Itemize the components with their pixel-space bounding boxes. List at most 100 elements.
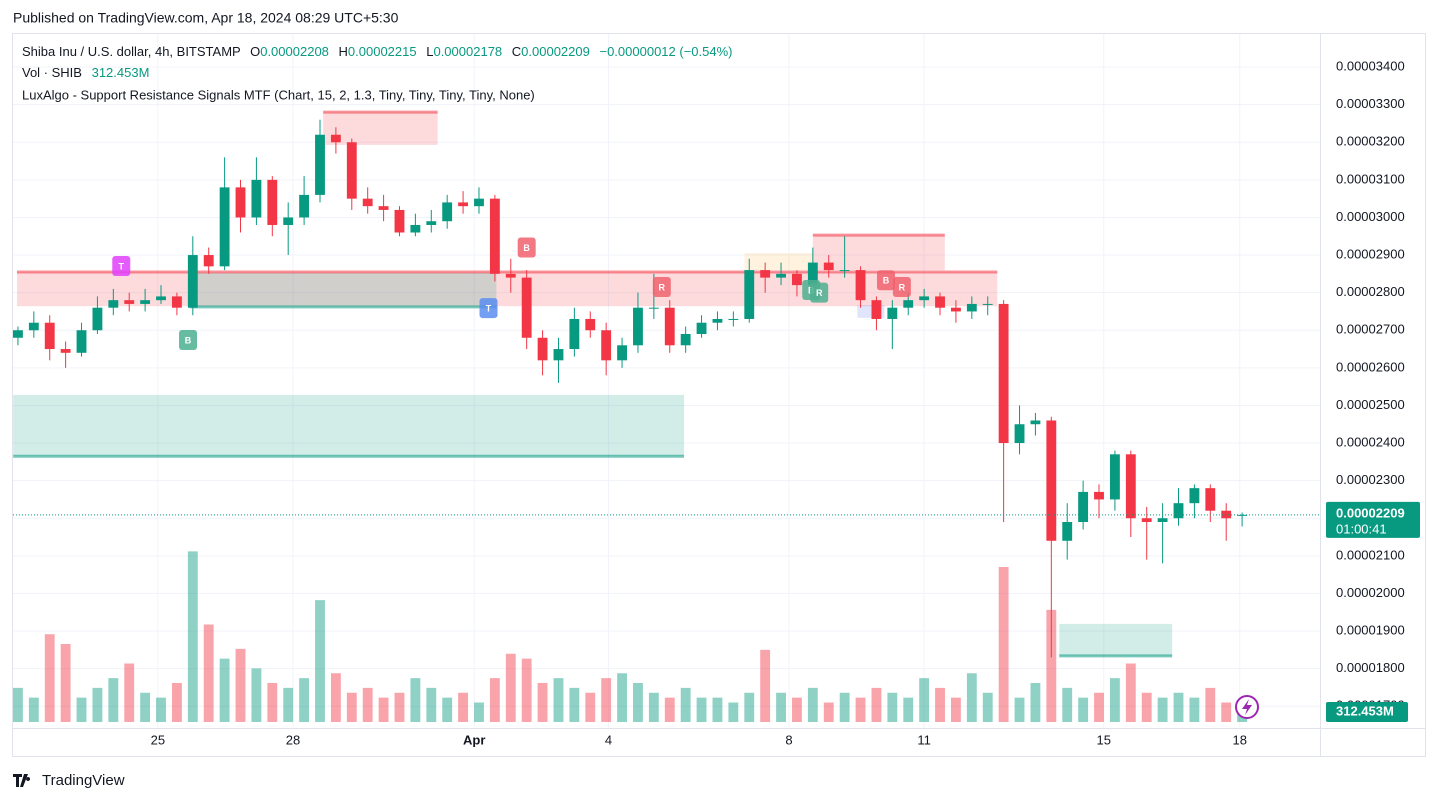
candle-body [1141, 518, 1152, 522]
candle-body [219, 187, 230, 267]
volume-bar [346, 692, 357, 722]
volume-bar [998, 566, 1009, 722]
candle-body [410, 224, 421, 233]
chart-frame [12, 33, 1426, 757]
volume-bar [1078, 697, 1089, 722]
signal-marker [876, 270, 895, 291]
signal-marker [810, 282, 829, 303]
volume-value: 312.453M [92, 65, 150, 80]
volume-bar [76, 697, 87, 722]
candle-body [569, 318, 580, 350]
candle-body [951, 307, 961, 312]
candle-body [267, 179, 278, 225]
volume-bar [696, 697, 707, 722]
candle-body [935, 296, 945, 308]
candle-body [187, 255, 198, 308]
x-tick-label: 25 [151, 732, 165, 747]
candle-body [712, 318, 723, 323]
candle-body [330, 134, 341, 143]
volume-bar [951, 697, 961, 722]
volume-bar [378, 697, 389, 722]
candle-body [553, 349, 564, 361]
candle-body [664, 307, 675, 346]
volume-bar [474, 702, 484, 722]
signal-marker [179, 330, 198, 351]
candle-body [505, 273, 516, 278]
volume-bar [1173, 692, 1184, 722]
volume-bar [187, 551, 198, 722]
legend-line: Shiba Inu / U.S. dollar, 4h, BITSTAMP O0… [22, 44, 732, 59]
x-tick-label: 28 [286, 732, 300, 747]
candle-body [1078, 491, 1089, 522]
volume-bar [935, 687, 945, 722]
volume-bar [871, 687, 882, 722]
candle-body [203, 255, 214, 267]
candle-body [903, 300, 914, 308]
candle-body [156, 296, 166, 301]
candle-body [696, 322, 707, 335]
signal-label: B [883, 276, 890, 286]
ohlc-label: L [426, 44, 433, 59]
candle-body [251, 179, 262, 218]
y-tick-label: 0.00002600 [1336, 359, 1405, 374]
candle-body [13, 330, 23, 338]
candle-body [426, 221, 437, 225]
volume-bar [569, 687, 580, 722]
y-tick-label: 0.00002000 [1336, 585, 1405, 600]
zone [1059, 623, 1173, 656]
signal-label: B [523, 243, 530, 253]
candle-body [1125, 454, 1136, 519]
volume-bar [887, 692, 898, 722]
candle-body [1014, 424, 1025, 444]
candle-body [108, 300, 119, 308]
volume-axis-label: 312.453M [1336, 703, 1394, 718]
candle-body [44, 322, 55, 350]
candles [13, 119, 1248, 658]
candle-body [585, 318, 596, 331]
candle-body [458, 202, 469, 207]
volume-bar [171, 683, 182, 722]
ohlc-value: 0.00002215 [348, 44, 417, 59]
volume-bar [680, 687, 691, 722]
candle-body [140, 300, 151, 304]
volume-bar [505, 653, 516, 722]
volume-bar [410, 678, 421, 722]
signal-label: R [659, 282, 666, 292]
y-tick-label: 0.00001900 [1336, 622, 1405, 637]
candle-body [982, 303, 993, 305]
volume-bar [1062, 687, 1073, 722]
candle-body [315, 134, 325, 195]
volume-bar [219, 658, 230, 722]
candle-body [887, 307, 898, 319]
volume-bar [521, 658, 532, 722]
x-tick-label: 18 [1232, 732, 1246, 747]
x-tick-label: 11 [917, 732, 931, 747]
candle-body [966, 303, 977, 312]
signal-label: B [185, 335, 192, 345]
volume-title: Vol · SHIB [22, 65, 82, 80]
y-tick-label: 0.00003400 [1336, 59, 1405, 74]
volume-bar [235, 648, 246, 722]
candle-body [919, 296, 930, 301]
volume-bar [792, 697, 802, 722]
candle-body [1221, 510, 1232, 519]
candle-body [633, 307, 643, 346]
volume-bar [712, 697, 723, 722]
signal-marker [517, 237, 536, 258]
x-tick-label: 4 [605, 732, 612, 747]
signal-marker [892, 277, 911, 298]
candle-body [283, 217, 294, 225]
volume-bar [13, 687, 23, 722]
volume-bar [728, 702, 739, 722]
candle-body [744, 270, 755, 319]
volume-bar [1141, 692, 1152, 722]
volume-bar [299, 678, 310, 722]
volume-bar [617, 673, 627, 722]
volume-bar [1094, 692, 1104, 722]
candle-body [299, 194, 310, 218]
candle-body [1237, 514, 1248, 516]
signal-marker [112, 255, 131, 276]
volume-bar [458, 692, 469, 722]
volume-bar [601, 678, 612, 722]
